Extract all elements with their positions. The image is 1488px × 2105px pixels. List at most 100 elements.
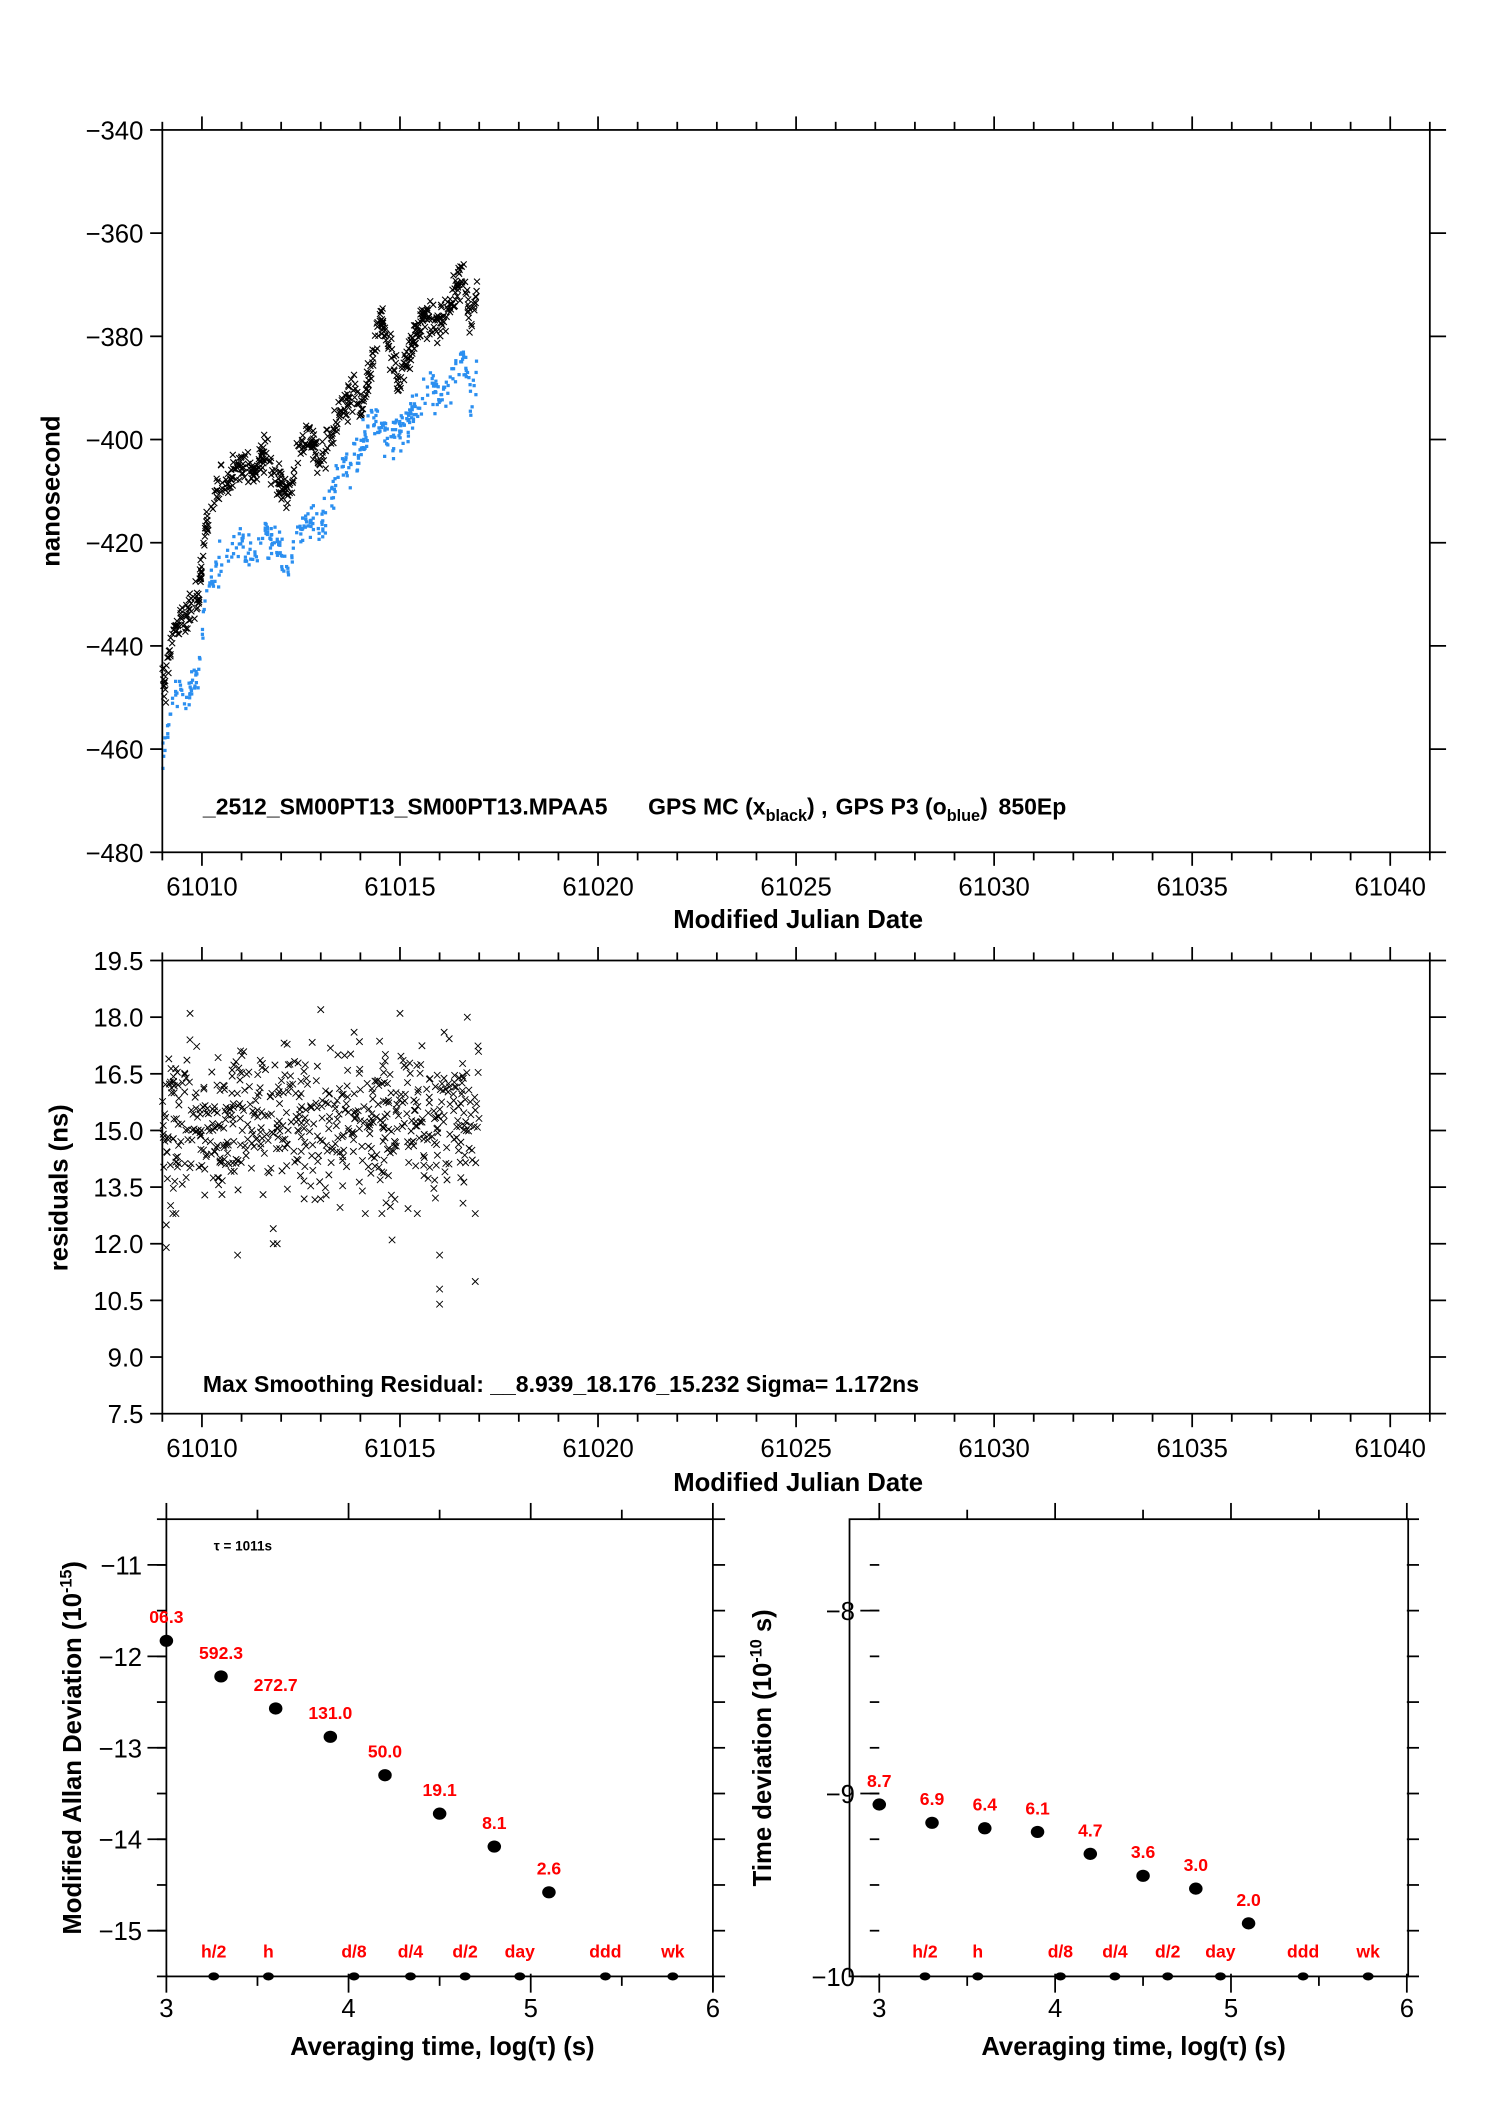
x-tick-label: 6 bbox=[1400, 1995, 1414, 2023]
residual-point bbox=[186, 1009, 194, 1017]
gps-p3-point bbox=[278, 543, 282, 547]
gps-mc-point bbox=[185, 596, 193, 604]
gps-mc-point bbox=[182, 628, 189, 636]
residual-point bbox=[238, 1103, 247, 1111]
gps-p3-point bbox=[193, 686, 197, 690]
residual-point bbox=[378, 1168, 386, 1176]
gps-p3-point bbox=[269, 537, 273, 542]
gps-p3-point bbox=[333, 477, 337, 481]
gps-p3-point bbox=[278, 551, 282, 555]
gps-p3-point bbox=[356, 456, 361, 460]
gps-mc-point bbox=[386, 366, 394, 374]
residual-point bbox=[187, 1160, 195, 1168]
residual-point bbox=[367, 1169, 375, 1177]
gps-p3-point bbox=[407, 417, 411, 422]
gps-mc-point bbox=[328, 432, 336, 440]
gps-p3-point bbox=[295, 531, 299, 535]
residual-point bbox=[354, 1107, 362, 1115]
residual-point bbox=[452, 1083, 460, 1091]
x-tick-label: 61025 bbox=[760, 1435, 831, 1463]
gps-p3-point bbox=[263, 521, 267, 526]
gps-p3-point bbox=[320, 522, 324, 526]
y-tick-label: 19.5 bbox=[93, 948, 143, 976]
reference-point bbox=[514, 1972, 526, 1981]
residuals-x-axis-label: Modified Julian Date bbox=[673, 1469, 923, 1497]
gps-mc-point bbox=[320, 456, 328, 464]
residual-point bbox=[420, 1153, 428, 1162]
residual-point bbox=[341, 1051, 349, 1060]
gps-p3-point bbox=[280, 565, 284, 569]
gps-mc-point bbox=[178, 604, 186, 611]
gps-p3-point bbox=[163, 748, 167, 753]
y-tick-label: −12 bbox=[98, 1644, 142, 1672]
gps-p3-point bbox=[309, 506, 314, 510]
residual-point bbox=[374, 1100, 382, 1108]
residual-point bbox=[294, 1059, 302, 1067]
gps-p3-point bbox=[471, 378, 475, 382]
residual-point bbox=[322, 1191, 330, 1199]
residual-point bbox=[169, 1078, 177, 1086]
gps-p3-point bbox=[213, 579, 217, 584]
data-label: 6.9 bbox=[920, 1789, 945, 1809]
residual-point bbox=[178, 1180, 186, 1188]
residual-point bbox=[392, 1107, 400, 1115]
gps-p3-point bbox=[376, 430, 380, 435]
gps-p3-point bbox=[316, 526, 320, 531]
residual-point bbox=[290, 1147, 298, 1155]
gps-p3-point bbox=[333, 489, 337, 494]
gps-p3-point bbox=[280, 537, 284, 541]
residual-point bbox=[253, 1106, 262, 1114]
residual-point bbox=[358, 1142, 366, 1151]
residual-point bbox=[426, 1163, 434, 1171]
residual-point bbox=[458, 1087, 466, 1095]
gps-p3-point bbox=[277, 530, 282, 534]
gps-p3-point bbox=[241, 533, 245, 537]
data-point bbox=[542, 1886, 556, 1899]
residual-point bbox=[229, 1120, 237, 1128]
tau-note: τ = 1011s bbox=[214, 1538, 272, 1553]
residual-point bbox=[203, 1104, 211, 1113]
residual-point bbox=[283, 1185, 291, 1193]
gps-mc-point bbox=[229, 482, 237, 489]
residual-point bbox=[468, 1146, 476, 1154]
residual-point bbox=[436, 1085, 444, 1094]
gps-mc-point bbox=[259, 444, 267, 451]
gps-p3-point bbox=[384, 442, 389, 446]
gps-p3-point bbox=[399, 429, 403, 433]
x-tick-label: 5 bbox=[1224, 1995, 1238, 2023]
residual-point bbox=[423, 1136, 432, 1144]
gps-p3-point bbox=[311, 504, 316, 508]
gps-p3-point bbox=[209, 568, 213, 572]
y-tick-label: −8 bbox=[826, 1598, 855, 1626]
y-tick-label: −420 bbox=[86, 530, 144, 558]
gps-p3-point bbox=[217, 585, 221, 589]
residual-point bbox=[336, 1203, 344, 1211]
residual-point bbox=[360, 1103, 368, 1111]
mdev-plot-frame bbox=[165, 1518, 714, 1978]
x-tick-label: 61015 bbox=[364, 874, 435, 902]
residual-point bbox=[200, 1085, 208, 1093]
residual-point bbox=[338, 1091, 346, 1099]
residual-point bbox=[283, 1040, 291, 1048]
residual-point bbox=[236, 1141, 245, 1149]
residual-point bbox=[309, 1141, 317, 1149]
gps-mc-point bbox=[283, 504, 290, 512]
gps-p3-point bbox=[411, 417, 416, 421]
residual-point bbox=[388, 1236, 396, 1244]
gps-p3-point bbox=[408, 420, 412, 425]
residual-point bbox=[411, 1122, 420, 1130]
residual-point bbox=[440, 1028, 448, 1036]
y-tick-label: 16.5 bbox=[93, 1061, 143, 1089]
residual-point bbox=[186, 1164, 194, 1172]
gps-mc-point bbox=[217, 461, 225, 469]
residual-point bbox=[170, 1115, 178, 1123]
residual-point bbox=[187, 1106, 195, 1114]
residual-point bbox=[334, 1051, 342, 1059]
gps-mc-point bbox=[421, 323, 429, 331]
gps-mc-point bbox=[280, 490, 288, 498]
data-point bbox=[1083, 1847, 1098, 1860]
residual-point bbox=[355, 1178, 363, 1186]
gps-p3-point bbox=[225, 548, 230, 552]
residual-point bbox=[316, 1178, 324, 1186]
residual-point bbox=[208, 1068, 216, 1076]
